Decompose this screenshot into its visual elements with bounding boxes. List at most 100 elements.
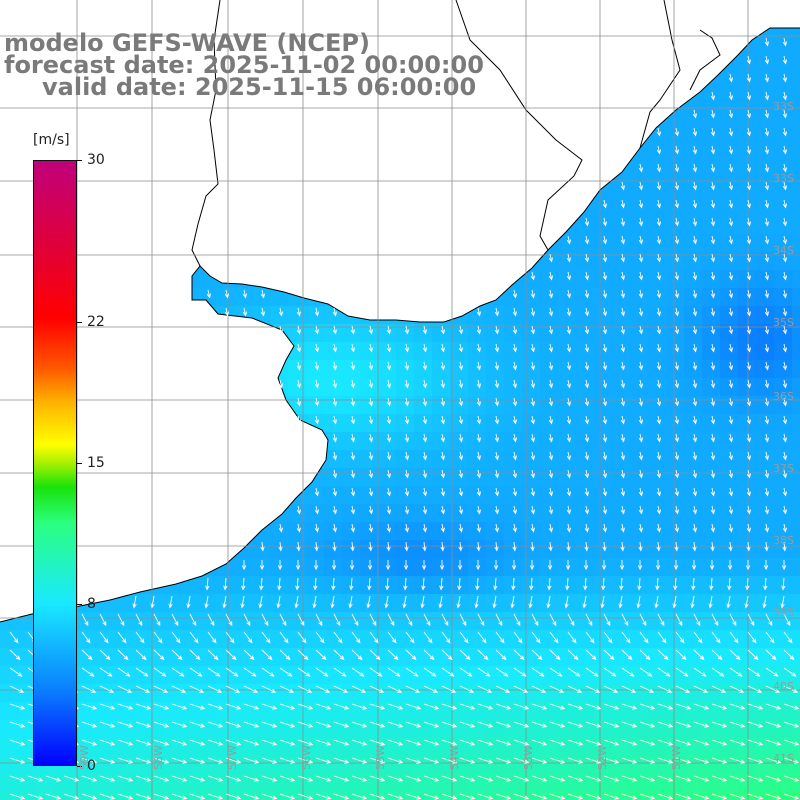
wind-arrow — [621, 181, 625, 190]
wind-arrow — [729, 613, 737, 626]
wind-cell — [342, 630, 361, 649]
wind-cell — [792, 432, 800, 451]
wind-arrow-head — [146, 759, 152, 764]
wind-arrow-head — [620, 527, 625, 533]
wind-cell — [612, 180, 631, 199]
wind-arrow — [621, 667, 634, 677]
wind-cell — [468, 540, 487, 559]
wind-cell — [396, 612, 415, 631]
wind-arrow-head — [434, 741, 440, 746]
wind-arrow-head — [704, 705, 710, 710]
wind-arrow — [639, 469, 643, 478]
wind-arrow — [351, 775, 367, 782]
wind-arrow-head — [17, 672, 23, 677]
wind-cell — [666, 180, 685, 199]
wind-cell — [432, 360, 451, 379]
wind-cell — [468, 396, 487, 415]
wind-arrow — [693, 127, 697, 136]
wind-cell — [324, 594, 343, 613]
wind-arrow-head — [385, 565, 391, 571]
wind-arrow — [621, 199, 625, 208]
wind-cell — [666, 486, 685, 505]
wind-cell — [630, 774, 649, 793]
wind-cell — [594, 612, 613, 631]
wind-cell — [450, 792, 469, 800]
wind-arrow-head — [397, 688, 403, 693]
wind-arrow — [333, 793, 349, 800]
wind-arrow-head — [686, 723, 692, 728]
wind-cell — [684, 378, 703, 397]
wind-cell — [774, 792, 793, 800]
wind-arrow-head — [56, 795, 62, 800]
wind-cell — [702, 720, 721, 739]
wind-arrow — [387, 361, 391, 370]
wind-arrow — [765, 181, 769, 190]
wind-cell — [576, 324, 595, 343]
wind-arrow — [387, 397, 391, 406]
wind-arrow-head — [745, 585, 750, 591]
wind-arrow-head — [259, 565, 265, 571]
wind-arrow — [783, 541, 786, 551]
wind-cell — [738, 360, 757, 379]
wind-arrow — [673, 595, 677, 608]
wind-cell — [702, 198, 721, 217]
wind-arrow-head — [683, 672, 689, 677]
wind-cell — [630, 612, 649, 631]
wind-arrow-head — [656, 131, 661, 137]
wind-cell — [414, 396, 433, 415]
wind-arrow — [513, 289, 517, 298]
wind-arrow-head — [611, 672, 617, 677]
wind-cell — [360, 486, 379, 505]
wind-arrow — [333, 775, 349, 782]
wind-cell — [540, 252, 559, 271]
wind-cell — [486, 306, 505, 325]
wind-arrow — [135, 649, 147, 660]
wind-arrow-head — [764, 419, 769, 425]
wind-arrow — [783, 667, 796, 677]
wind-arrow-head — [164, 795, 170, 800]
wind-cell — [522, 378, 541, 397]
wind-arrow — [351, 343, 355, 352]
wind-arrow-head — [530, 437, 535, 443]
wind-cell — [792, 522, 800, 541]
wind-arrow-head — [200, 741, 206, 746]
wind-arrow-head — [530, 527, 535, 533]
wind-cell — [342, 612, 361, 631]
wind-arrow — [297, 649, 309, 660]
wind-cell — [234, 630, 253, 649]
wind-arrow — [585, 541, 588, 551]
wind-arrow — [135, 775, 151, 782]
wind-arrow-head — [206, 293, 211, 299]
wind-arrow — [493, 595, 497, 608]
wind-arrow — [117, 721, 133, 728]
wind-arrow-head — [674, 509, 679, 515]
wind-arrow — [747, 325, 751, 334]
wind-cell — [342, 504, 361, 523]
wind-arrow-head — [755, 672, 761, 677]
wind-arrow-head — [656, 311, 661, 317]
wind-cell — [522, 342, 541, 361]
wind-cell — [378, 432, 397, 451]
wind-arrow — [531, 415, 535, 424]
wind-cell — [630, 216, 649, 235]
wind-cell — [504, 522, 523, 541]
wind-arrow — [99, 703, 115, 710]
wind-arrow — [243, 649, 255, 660]
wind-arrow-head — [287, 672, 293, 677]
wind-arrow-head — [278, 329, 283, 335]
wind-arrow-head — [614, 795, 620, 800]
wind-arrow-head — [331, 565, 337, 571]
wind-arrow — [441, 793, 457, 800]
wind-arrow-head — [566, 383, 571, 389]
wind-arrow-head — [386, 383, 391, 389]
wind-arrow-head — [470, 777, 476, 782]
wind-cell — [288, 684, 307, 703]
wind-arrow — [441, 361, 445, 370]
wind-cell — [702, 126, 721, 145]
wind-arrow-head — [386, 546, 391, 552]
wind-arrow-head — [746, 59, 751, 65]
wind-arrow — [729, 361, 733, 370]
wind-cell — [72, 792, 91, 800]
wind-arrow-head — [620, 365, 625, 371]
wind-arrow-head — [488, 795, 494, 800]
